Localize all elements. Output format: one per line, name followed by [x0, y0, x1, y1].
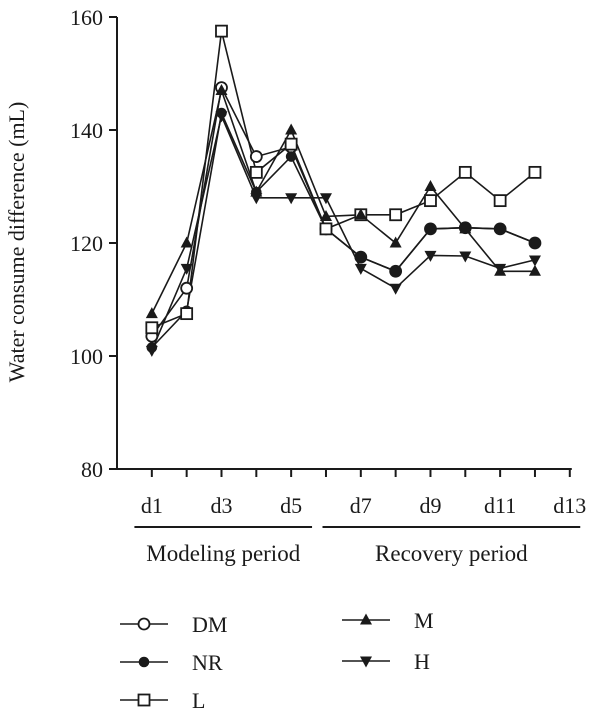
x-tick-label: d7: [350, 493, 372, 518]
legend-item-dm: DM: [120, 612, 227, 637]
data-point-l: [284, 137, 298, 151]
data-point-l: [215, 24, 228, 38]
data-point-l: [180, 307, 194, 321]
legend-label-m: M: [414, 608, 434, 633]
data-point-nr: [494, 223, 506, 235]
y-tick-label: 160: [70, 5, 103, 30]
data-point-h: [215, 111, 228, 123]
legend-item-m: M: [342, 608, 434, 633]
data-point-nr: [425, 223, 436, 235]
data-point-h: [424, 250, 437, 262]
data-point-l: [424, 194, 437, 208]
x-tick-label: d11: [484, 493, 516, 518]
data-point-h: [528, 255, 541, 267]
legend-label-nr: NR: [192, 650, 223, 675]
data-point-m: [354, 208, 367, 220]
series-line-h: [151, 113, 536, 351]
data-point-m: [459, 222, 472, 234]
y-axis-title: Water consume difference (mL): [4, 102, 29, 383]
legend-label-h: H: [414, 649, 430, 674]
data-point-h: [285, 193, 298, 205]
data-point-l: [249, 165, 263, 179]
series-line-m: [151, 87, 535, 314]
data-point-h: [459, 251, 472, 263]
data-point-h: [180, 263, 193, 275]
data-point-dm: [249, 150, 263, 163]
data-point-nr: [285, 151, 297, 162]
legend-item-nr: NR: [120, 650, 223, 675]
period-label: Modeling period: [146, 541, 300, 566]
x-tick-label: d3: [210, 493, 232, 518]
legend-label-l: L: [192, 688, 205, 713]
data-point-m: [389, 236, 402, 248]
data-point-m: [319, 209, 332, 221]
data-point-m: [424, 180, 437, 191]
data-point-l: [493, 194, 507, 208]
data-point-h: [145, 345, 158, 357]
data-point-l: [528, 165, 542, 179]
data-point-m: [180, 236, 193, 248]
legend-marker-l: [137, 693, 151, 707]
data-point-m: [215, 83, 228, 95]
y-tick-label: 140: [70, 118, 103, 143]
data-point-l: [389, 208, 403, 222]
y-tick-label: 80: [81, 457, 103, 482]
data-point-nr: [529, 237, 541, 249]
legend-marker-h: [360, 656, 372, 668]
legend-item-l: L: [120, 688, 205, 713]
data-point-l: [458, 165, 472, 179]
legend-marker-m: [360, 613, 372, 625]
legend-marker-dm: [137, 617, 151, 631]
legend: DM NR L MH: [120, 608, 434, 713]
series-markers: [145, 24, 542, 357]
period-label: Recovery period: [375, 541, 528, 566]
legend-marker-nr: [138, 656, 150, 668]
data-point-m: [285, 123, 298, 135]
data-point-h: [250, 193, 263, 205]
data-point-nr: [390, 265, 401, 277]
data-point-h: [354, 263, 367, 275]
x-tick-label: d13: [553, 493, 586, 518]
data-point-h: [494, 263, 507, 275]
legend-item-h: H: [342, 649, 430, 674]
x-tick-label: d5: [280, 493, 302, 518]
y-tick-label: 120: [70, 231, 103, 256]
data-point-nr: [355, 251, 367, 263]
data-point-dm: [180, 281, 194, 295]
y-tick-label: 100: [70, 344, 103, 369]
legend-label-dm: DM: [192, 612, 227, 637]
data-point-l: [145, 321, 159, 335]
series-lines: [151, 30, 536, 351]
period-annotations: Modeling period Recovery period: [134, 526, 581, 566]
data-point-l: [319, 222, 333, 236]
x-tick-label: d1: [141, 493, 163, 518]
x-tick-label: d9: [419, 493, 441, 518]
data-point-h: [389, 283, 402, 295]
data-point-m: [528, 264, 541, 276]
axis-ticks: 80 100 120 140 160 d1 d3 d5 d7 d9 d11 d13: [70, 5, 586, 518]
series-line-nr: [151, 110, 536, 349]
data-point-m: [145, 307, 158, 319]
data-point-h: [319, 193, 332, 205]
